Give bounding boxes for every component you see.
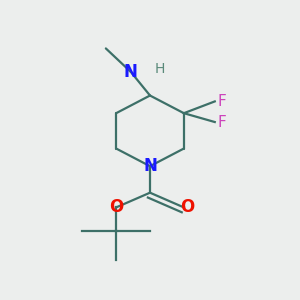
Text: N: N: [124, 63, 138, 81]
Text: O: O: [109, 198, 123, 216]
Text: N: N: [143, 157, 157, 175]
Text: O: O: [180, 198, 194, 216]
Text: F: F: [218, 115, 226, 130]
Text: H: H: [155, 62, 166, 76]
Text: F: F: [218, 94, 226, 109]
